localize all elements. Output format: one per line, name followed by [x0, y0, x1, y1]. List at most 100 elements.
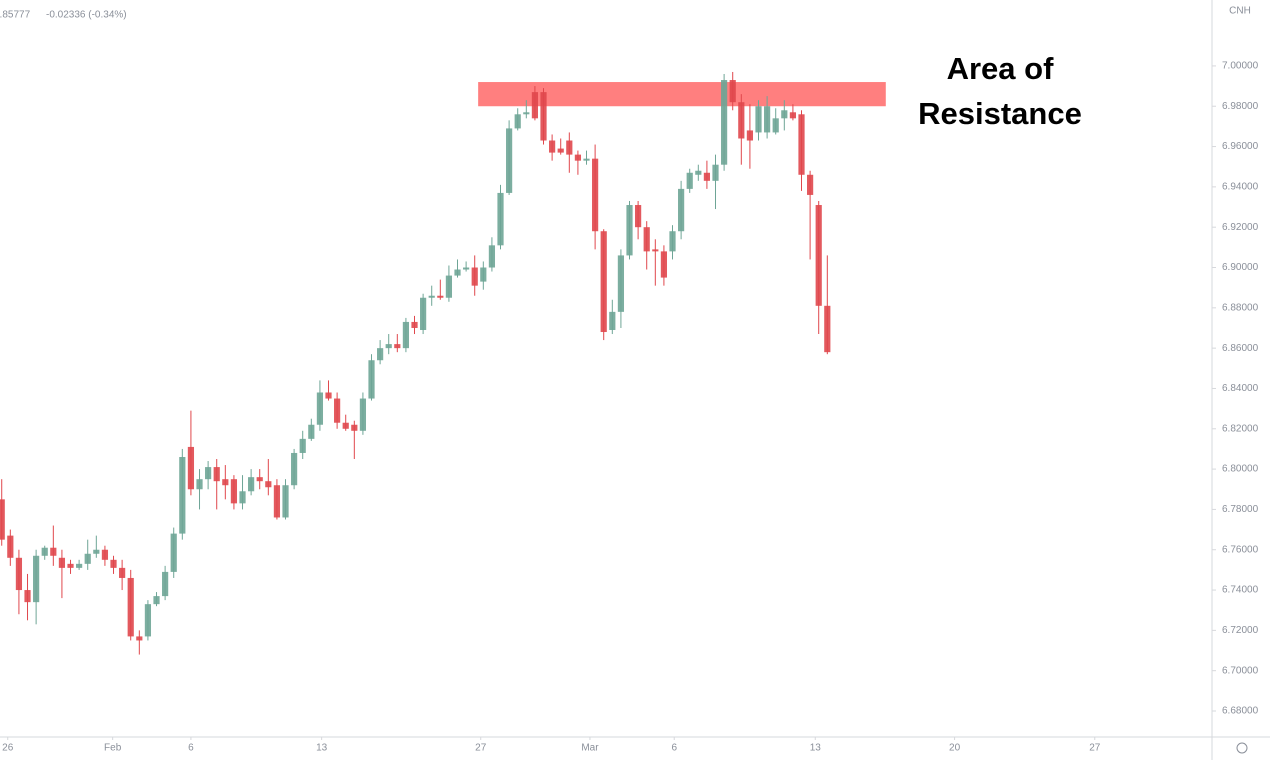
- candle-body: [119, 567, 126, 578]
- y-tick-label: 6.68000: [1222, 706, 1259, 717]
- candle-body: [308, 424, 315, 439]
- candle-body: [196, 479, 203, 490]
- y-tick-label: 6.74000: [1222, 585, 1259, 596]
- candle-body: [222, 479, 229, 486]
- candle-body: [420, 297, 427, 331]
- candle-body: [76, 563, 83, 568]
- candle-body: [325, 392, 332, 399]
- settings-icon[interactable]: [1236, 742, 1248, 754]
- candle-body: [540, 92, 547, 141]
- candle-body: [643, 227, 650, 252]
- candle-body: [660, 251, 668, 278]
- candle-body: [437, 295, 444, 298]
- x-tick-label: 27: [475, 743, 487, 754]
- candle-body: [428, 295, 435, 298]
- annotation-line: Area of: [947, 51, 1054, 86]
- candle-body: [764, 106, 771, 133]
- candle-body: [506, 128, 513, 193]
- candle-body: [626, 205, 633, 256]
- y-tick-label: 6.72000: [1222, 625, 1259, 636]
- candle-body: [316, 392, 324, 425]
- candle-body: [574, 154, 582, 161]
- candle-body: [514, 114, 521, 129]
- candle-body: [721, 80, 728, 165]
- x-tick-label: 6: [671, 743, 677, 754]
- candle-body: [385, 344, 392, 349]
- x-tick-label: 13: [810, 743, 822, 754]
- x-tick-label: Feb: [104, 743, 122, 754]
- candle-body: [738, 102, 745, 139]
- candle-body: [531, 92, 539, 119]
- y-tick-label: 6.98000: [1222, 101, 1259, 112]
- resistance-zone: [478, 82, 886, 107]
- candle-body: [187, 446, 195, 490]
- candle-body: [342, 422, 349, 429]
- candle-body: [755, 106, 762, 133]
- candle-body: [772, 118, 779, 133]
- candle-body: [93, 549, 100, 554]
- candle-body: [781, 110, 788, 119]
- candle-body: [583, 158, 590, 161]
- candle-body: [807, 174, 814, 195]
- x-tick-label: 13: [316, 743, 328, 754]
- candle-body: [153, 596, 160, 605]
- x-tick-label: Mar: [581, 743, 599, 754]
- y-tick-label: 7.00000: [1222, 61, 1259, 72]
- candle-body: [454, 269, 461, 276]
- y-tick-label: 6.84000: [1222, 383, 1259, 394]
- candle-body: [162, 571, 169, 597]
- candle-body: [815, 205, 822, 306]
- candle-body: [557, 148, 564, 153]
- candle-body: [299, 438, 306, 453]
- candle-body: [652, 249, 659, 252]
- candle-body: [15, 557, 23, 591]
- last-price: 6.85777: [0, 10, 31, 21]
- candle-body: [67, 563, 74, 568]
- candle-body: [712, 164, 719, 181]
- candle-body: [824, 305, 831, 353]
- y-tick-label: 6.90000: [1222, 262, 1259, 273]
- candle-body: [334, 398, 341, 423]
- candle-body: [127, 577, 134, 637]
- candle-body: [471, 267, 478, 286]
- y-tick-label: 6.82000: [1222, 423, 1259, 434]
- y-tick-label: 6.96000: [1222, 141, 1259, 152]
- x-tick-label: 6: [188, 743, 194, 754]
- x-tick-label: 26: [2, 743, 14, 754]
- candle-body: [265, 481, 272, 488]
- y-tick-label: 6.92000: [1222, 222, 1259, 233]
- candle-body: [402, 321, 410, 349]
- candle-body: [144, 604, 152, 637]
- candle-body: [205, 467, 212, 480]
- candle-body: [617, 255, 625, 312]
- candle-body: [33, 555, 40, 603]
- candle-body: [592, 158, 599, 232]
- candle-body: [695, 170, 702, 175]
- candle-body: [497, 192, 504, 246]
- currency-label: CNH: [1229, 6, 1251, 17]
- x-tick-label: 20: [949, 743, 961, 754]
- annotation-line: Resistance: [918, 96, 1082, 131]
- candle-body: [359, 398, 367, 431]
- x-tick-label: 27: [1089, 743, 1101, 754]
- candle-body: [678, 188, 685, 232]
- candle-body: [789, 112, 797, 119]
- candle-body: [50, 547, 57, 556]
- candle-body: [41, 547, 48, 556]
- candle-body: [463, 267, 470, 270]
- candle-body: [480, 267, 487, 282]
- y-tick-label: 6.94000: [1222, 182, 1259, 193]
- candle-body: [58, 557, 66, 568]
- candle-body: [351, 424, 358, 431]
- candle-body: [170, 533, 177, 572]
- candle-body: [686, 172, 693, 189]
- candle-body: [7, 535, 14, 558]
- candle-body: [669, 231, 676, 252]
- candle-body: [377, 348, 384, 361]
- candle-body: [609, 311, 616, 331]
- candle-body: [248, 477, 255, 492]
- y-tick-label: 6.88000: [1222, 302, 1259, 313]
- candle-body: [291, 452, 298, 486]
